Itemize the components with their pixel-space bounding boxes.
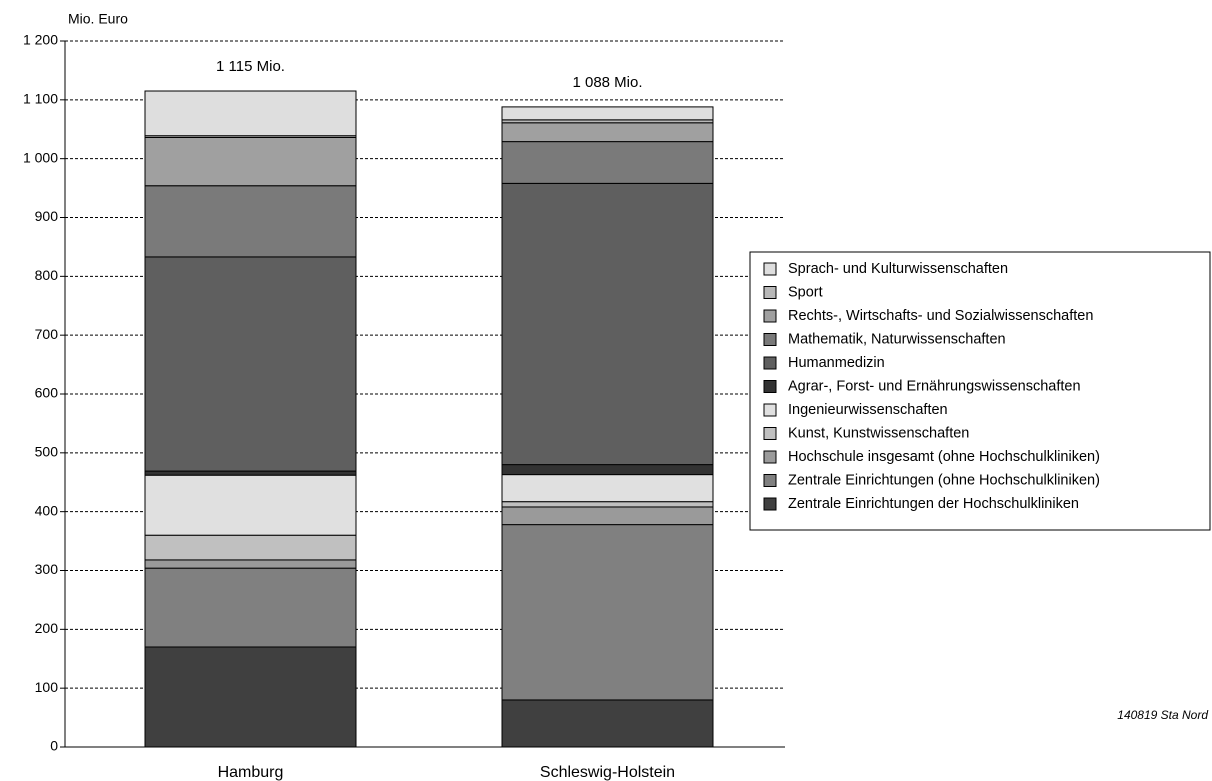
bar-segment	[501, 464, 714, 476]
y-tick-label: 400	[35, 502, 59, 518]
legend-label: Sport	[788, 284, 823, 300]
source-note: 140819 Sta Nord	[1117, 708, 1208, 722]
legend-swatch	[763, 286, 777, 299]
y-tick-label: 200	[35, 620, 59, 636]
legend-label: Rechts-, Wirtschafts- und Sozialwissensc…	[788, 308, 1093, 324]
legend-label: Agrar-, Forst- und Ernährungswissenschaf…	[788, 378, 1081, 394]
legend-label: Zentrale Einrichtungen (ohne Hochschulkl…	[788, 472, 1100, 488]
legend-box	[749, 251, 1211, 531]
bar-segment	[144, 256, 357, 472]
bar-segment	[501, 122, 714, 143]
bar-segment	[144, 470, 357, 476]
legend-label: Hochschule insgesamt (ohne Hochschulklin…	[788, 449, 1100, 465]
bar-segment	[144, 90, 357, 137]
legend-swatch	[763, 356, 777, 370]
bar-segment	[144, 136, 357, 187]
x-tick-label: Hamburg	[218, 764, 284, 781]
y-tick-label: 600	[35, 385, 59, 401]
y-tick-label: 1 200	[23, 32, 58, 48]
y-tick-label: 0	[50, 738, 58, 754]
y-tick-label: 800	[35, 267, 59, 283]
bar-segment	[144, 646, 357, 748]
total-label: 1 115 Mio.	[216, 58, 285, 75]
legend-swatch	[763, 380, 777, 393]
legend-swatch	[763, 474, 777, 487]
legend-swatch	[763, 450, 777, 464]
legend-label: Mathematik, Naturwissenschaften	[788, 331, 1006, 347]
y-tick-label: 500	[35, 444, 59, 460]
legend-swatch	[763, 262, 777, 276]
legend-label: Ingenieurwissenschaften	[788, 402, 948, 418]
bar-segment	[501, 106, 714, 121]
y-axis-label: Mio. Euro	[68, 11, 128, 27]
bar-segment	[501, 182, 714, 466]
x-tick-label: Schleswig-Holstein	[540, 764, 675, 781]
bar-segment	[501, 524, 714, 701]
bar-segment	[144, 185, 357, 258]
legend-swatch	[763, 333, 777, 346]
total-label: 1 088 Mio.	[572, 74, 642, 91]
legend-swatch	[763, 497, 777, 511]
legend-label: Sprach- und Kulturwissenschaften	[788, 261, 1008, 277]
y-tick-label: 1 100	[23, 91, 58, 107]
legend-label: Humanmedizin	[788, 355, 885, 371]
y-tick-label: 1 000	[23, 149, 58, 165]
bar-segment	[144, 559, 357, 569]
bar-segment	[144, 474, 357, 536]
legend-label: Kunst, Kunstwissenschaften	[788, 425, 969, 441]
legend-swatch	[763, 427, 777, 440]
legend-swatch	[763, 309, 777, 323]
bar-segment	[501, 141, 714, 184]
y-tick-label: 900	[35, 208, 59, 224]
bar-segment	[144, 534, 357, 561]
y-tick-label: 300	[35, 561, 59, 577]
y-tick-label: 100	[35, 679, 59, 695]
y-tick-label: 700	[35, 326, 59, 342]
legend-swatch	[763, 403, 777, 417]
bar-segment	[501, 501, 714, 508]
bar-segment	[501, 474, 714, 503]
bar-segment	[144, 567, 357, 648]
bar-segment	[501, 506, 714, 526]
bar-segment	[501, 699, 714, 748]
legend-label: Zentrale Einrichtungen der Hochschulklin…	[788, 496, 1079, 512]
